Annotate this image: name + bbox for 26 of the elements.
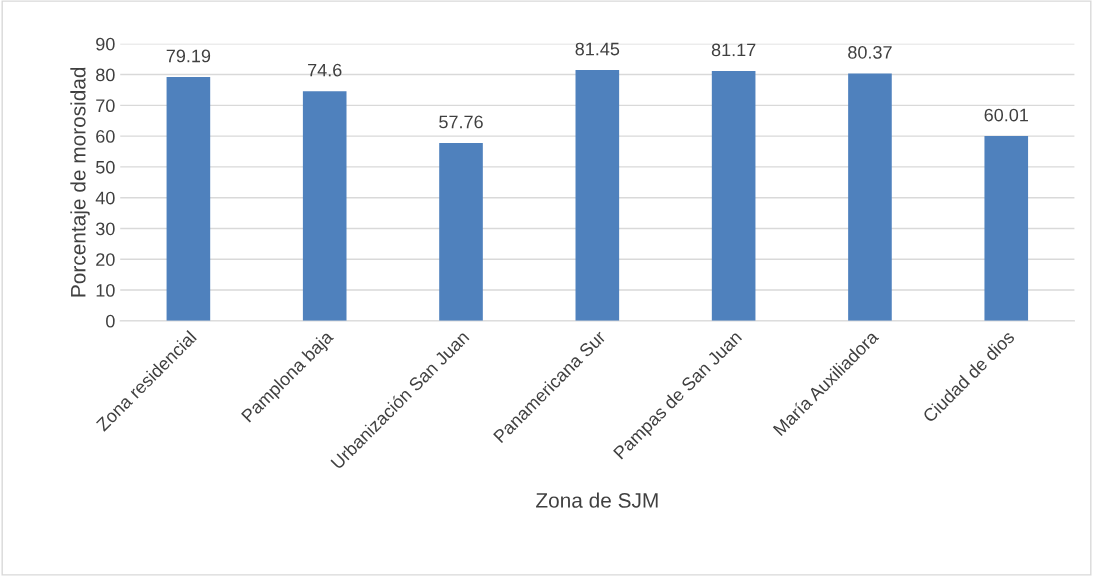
y-tick-label: 60	[96, 130, 115, 143]
bar	[166, 77, 211, 321]
bar	[575, 70, 620, 321]
y-tick-label: 30	[95, 222, 115, 236]
bar	[984, 136, 1029, 321]
data-label: 80.37	[848, 45, 892, 59]
y-tick-label: 20	[96, 253, 115, 266]
y-axis-title: Porcentaje de morosidad	[70, 67, 90, 297]
data-label: 81.17	[711, 43, 756, 57]
y-tick-label: 70	[96, 99, 115, 113]
data-label: 74.6	[308, 63, 342, 77]
data-label: 57.76	[439, 115, 483, 129]
bar	[711, 70, 756, 321]
y-tick-label: 80	[96, 68, 115, 82]
y-tick-label: 90	[96, 37, 115, 51]
bar	[439, 143, 483, 321]
y-tick-label: 10	[96, 283, 115, 297]
bar	[302, 91, 347, 321]
data-label: 60.01	[984, 108, 1028, 122]
data-label: 81.45	[575, 42, 620, 56]
data-label: 79.19	[166, 49, 211, 63]
bar	[848, 73, 892, 321]
y-tick-label: 40	[95, 191, 115, 205]
y-tick-label: 50	[96, 160, 115, 174]
y-tick-label: 0	[106, 314, 115, 328]
x-axis-title: Zona de SJM	[536, 492, 658, 508]
